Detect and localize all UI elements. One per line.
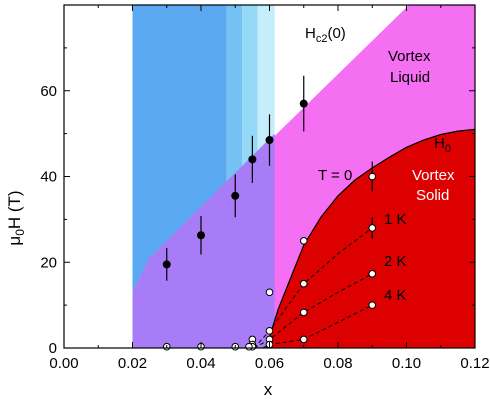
t0-point-1 — [368, 172, 377, 181]
hc2-label-main: H — [305, 25, 316, 42]
x-tick-label-2: 0.04 — [186, 355, 215, 372]
k1-point-3 — [265, 327, 274, 335]
vortex-liquid-label-line2: Liquid — [390, 69, 430, 86]
y-axis-title: μ0H (T) — [5, 190, 27, 245]
vortex-liquid-label-line1: Vortex — [388, 48, 431, 65]
hc2-point-1 — [162, 260, 171, 269]
dashed-curve-2 — [253, 273, 373, 348]
k4-label: 4 K — [384, 287, 407, 304]
x-tick-label-4: 0.08 — [323, 355, 352, 372]
x-tick-label-0: 0.00 — [49, 355, 78, 372]
hc2-point-6 — [299, 99, 308, 108]
h0-label-sub: 0 — [445, 143, 451, 155]
x-tick-label-5: 0.10 — [392, 355, 421, 372]
y-tick-label-1: 20 — [40, 254, 57, 271]
hc2-point-5 — [265, 136, 274, 145]
h0-label-main: H — [434, 135, 445, 152]
vortex-solid-label-line2: Solid — [416, 187, 449, 204]
x-axis-title: x — [264, 380, 273, 399]
y-axis-title-main: μ — [5, 236, 24, 246]
h0-label: H0 — [434, 135, 451, 155]
k2-point-1 — [368, 270, 377, 278]
k2-label: 2 K — [384, 253, 407, 270]
y-tick-label-3: 60 — [40, 83, 57, 100]
y-tick-label-0: 0 — [49, 340, 57, 357]
dashed-curve-1 — [253, 227, 373, 348]
k1-label: 1 K — [384, 211, 407, 228]
phase-regions — [132, 5, 475, 348]
k4-point-1 — [368, 301, 377, 309]
hc2-point-4 — [248, 155, 257, 164]
h0-boundary-curve — [265, 128, 475, 348]
hc2-point-2 — [197, 231, 205, 240]
hc2-label-rest: (0) — [327, 25, 345, 42]
k4-point-2 — [299, 335, 308, 344]
clipped-regions — [132, 5, 475, 348]
t0-point-3 — [265, 288, 274, 297]
y-axis-title-rest: H (T) — [5, 190, 24, 229]
k2-point-2 — [299, 308, 308, 317]
x-tick-label-6: 0.12 — [460, 355, 489, 372]
axis-ticks: 0.00 0.02 0.04 0.06 0.08 0.10 0.12 0 20 40 60 — [40, 5, 490, 372]
x-tick-label-3: 0.06 — [255, 355, 284, 372]
t0-label: T = 0 — [318, 167, 352, 184]
x-tick-label-1: 0.02 — [118, 355, 147, 372]
k1-point-2 — [299, 279, 308, 288]
purple-region — [132, 133, 275, 348]
blue-band-region — [132, 5, 227, 293]
vortex-solid-label-line1: Vortex — [412, 167, 455, 184]
t0-point-2 — [299, 237, 308, 245]
hc2-label-sub: c2 — [316, 33, 328, 45]
hc2-point-3 — [231, 191, 240, 200]
k1-point-1 — [368, 224, 377, 232]
vortex-solid-region — [266, 129, 475, 348]
y-axis-title-sub: 0 — [13, 229, 27, 236]
hc2-label: Hc2(0) — [305, 25, 346, 45]
zero-point-4 — [245, 342, 253, 351]
y-tick-label-2: 40 — [40, 169, 57, 186]
